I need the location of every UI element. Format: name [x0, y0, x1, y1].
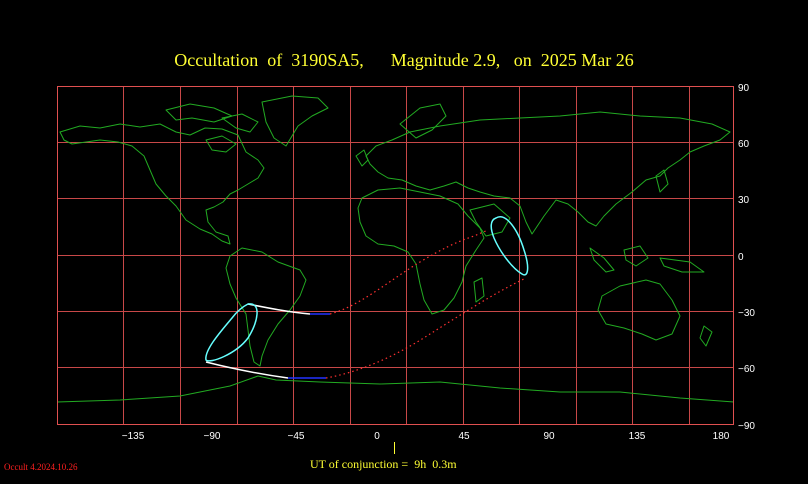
path-south-limit-white: [205, 361, 289, 379]
ellipse-east-shadow: [490, 216, 529, 276]
occultation-paths: [205, 216, 529, 379]
conjunction-marker: [394, 442, 395, 454]
coast-eurasia: [365, 111, 731, 235]
x-tick-label: −135: [121, 431, 145, 442]
y-tick-label: 90: [738, 83, 750, 94]
coast-baffin: [221, 113, 259, 133]
x-tick-label: −90: [203, 431, 221, 442]
coast-hudson: [205, 135, 237, 153]
coast-arctic-islands: [165, 103, 233, 123]
coast-madagascar: [473, 277, 485, 303]
x-tick-label: 180: [712, 431, 730, 442]
x-tick-label: 0: [374, 431, 380, 442]
x-tick-label: 135: [628, 431, 646, 442]
ellipse-west-shadow: [205, 303, 258, 362]
coast-japan: [655, 169, 669, 193]
coast-britain: [355, 149, 369, 167]
conjunction-time: UT of conjunction = 9h 0.3m: [310, 457, 457, 471]
coast-africa: [357, 187, 485, 315]
coast-borneo: [623, 245, 649, 267]
map-title: Occultation of 3190SA5, Magnitude 2.9, o…: [174, 50, 634, 70]
y-tick-label: −90: [738, 421, 755, 432]
y-tick-label: −60: [738, 364, 755, 375]
coast-australia: [597, 279, 681, 341]
y-tick-label: 30: [738, 195, 750, 206]
coast-new-zealand: [699, 325, 713, 347]
x-tick-label: 45: [458, 431, 470, 442]
coast-arabia: [469, 203, 511, 237]
coast-scandinavia: [399, 103, 447, 139]
path-north-limit-dotted: [329, 229, 489, 315]
x-tick-label: −45: [287, 431, 305, 442]
coast-north-america: [59, 123, 265, 245]
coast-sumatra: [589, 247, 615, 273]
coast-greenland: [261, 95, 329, 147]
y-tick-label: −30: [738, 308, 755, 319]
path-south-limit-dotted: [325, 277, 527, 379]
version-label: Occult 4.2024.10.26: [4, 462, 78, 472]
map-grid: [57, 87, 734, 424]
coast-new-guinea: [659, 257, 705, 273]
map-frame: [57, 86, 734, 425]
coast-south-america: [225, 247, 307, 367]
coastlines: [56, 95, 735, 403]
y-tick-label: 60: [738, 139, 750, 150]
x-tick-label: 90: [543, 431, 555, 442]
y-tick-label: 0: [738, 252, 744, 263]
coast-antarctica: [56, 375, 735, 403]
